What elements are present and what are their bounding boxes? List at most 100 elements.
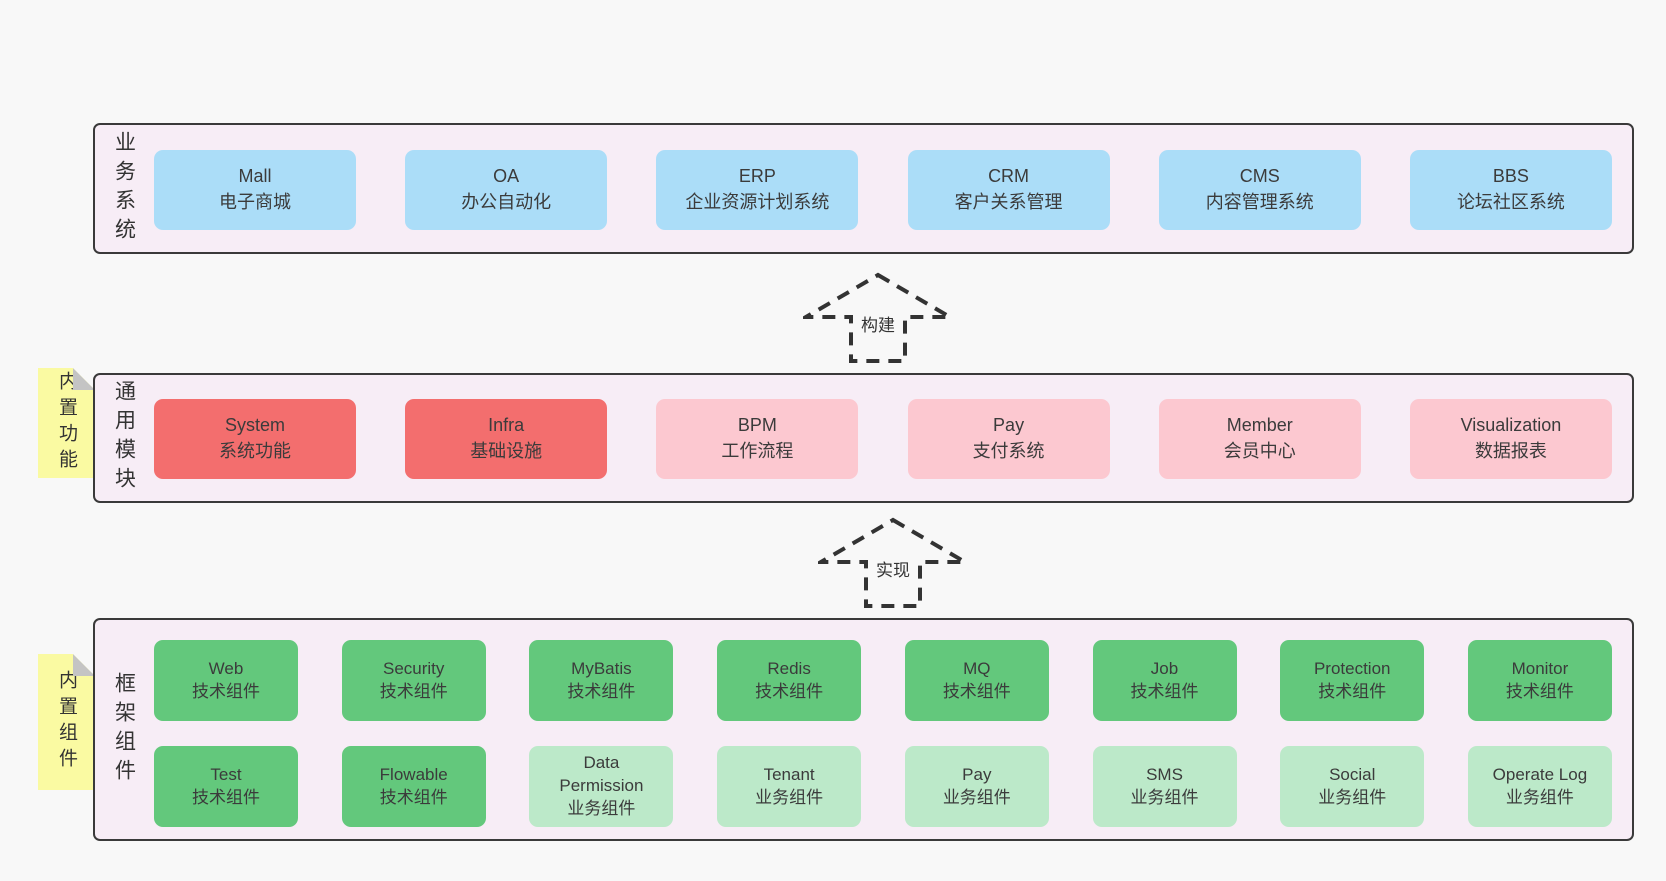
arrow-up-icon [803,272,953,363]
box-title: Pay [993,415,1025,436]
box-subtitle: 业务组件 [1130,787,1199,807]
box-subtitle: 企业资源计划系统 [685,192,830,212]
box-title: Job [1150,658,1179,678]
box-subtitle: 技术组件 [1130,681,1199,701]
box-subtitle: 办公自动化 [461,192,552,212]
band-label-text: 框架组件 [112,671,136,788]
box-subtitle: 电子商城 [219,192,291,212]
box-title: Data Permission [559,753,644,796]
box-bbs: BBS 论坛社区系统 [1409,150,1612,230]
note-text: 内置功能 [56,371,77,475]
box-subtitle: 基础设施 [470,441,543,461]
box-visualization: Visualization 数据报表 [1409,399,1612,479]
band-label-text: 业务系统 [112,130,136,247]
band-label-business-systems: 业务系统 [95,125,153,252]
box-pay-module: Pay 支付系统 [907,399,1110,479]
framework-components-row-1: Web 技术组件 Security 技术组件 MyBatis 技术组件 Redi… [154,640,1612,721]
box-subtitle: 会员中心 [1223,441,1296,461]
box-subtitle: 业务组件 [755,787,824,807]
arrow-implement-label: 实现 [872,555,914,582]
box-member: Member 会员中心 [1158,399,1361,479]
note-text: 内置组件 [56,670,77,774]
box-title: Infra [488,415,525,436]
box-social: Social 业务组件 [1280,746,1425,827]
box-title: CRM [988,166,1030,187]
box-subtitle: 业务组件 [1505,787,1574,807]
box-title: MQ [963,658,991,678]
box-system: System 系统功能 [154,399,356,479]
box-subtitle: 技术组件 [755,681,824,701]
box-title: CMS [1239,166,1280,187]
box-subtitle: 技术组件 [567,681,636,701]
sticky-note-built-in-components: 内置组件 [38,654,95,790]
box-title: System [224,415,285,436]
sticky-note-built-in-features: 内置功能 [38,368,95,478]
box-subtitle: 技术组件 [1505,681,1574,701]
box-infra: Infra 基础设施 [405,399,608,479]
band-label-common-modules: 通用模块 [95,375,153,501]
box-subtitle: 技术组件 [192,787,260,807]
box-subtitle: 工作流程 [721,441,794,461]
box-security: Security 技术组件 [341,640,486,721]
box-subtitle: 技术组件 [942,681,1011,701]
arrow-build: 构建 [803,272,953,364]
box-title: OA [493,166,520,187]
band-label-framework-components: 框架组件 [95,620,153,839]
box-title: Member [1226,415,1293,436]
box-job: Job 技术组件 [1092,640,1237,721]
box-subtitle: 技术组件 [379,787,448,807]
box-flowable: Flowable 技术组件 [341,746,486,827]
box-title: Mall [238,166,272,187]
box-data-permission: Data Permission 业务组件 [529,746,674,827]
box-title: Visualization [1460,415,1562,436]
box-pay-component: Pay 业务组件 [904,746,1049,827]
box-title: Monitor [1511,658,1569,678]
box-title: Security [382,658,445,678]
box-tenant: Tenant 业务组件 [717,746,862,827]
box-subtitle: 技术组件 [1318,681,1387,701]
box-protection: Protection 技术组件 [1280,640,1425,721]
box-subtitle: 技术组件 [379,681,448,701]
box-bpm: BPM 工作流程 [656,399,859,479]
box-subtitle: 数据报表 [1474,441,1547,461]
box-subtitle: 业务组件 [567,798,636,818]
box-title: BBS [1492,166,1529,187]
page-fold-icon [73,368,95,390]
box-web: Web 技术组件 [154,640,298,721]
box-mq: MQ 技术组件 [904,640,1049,721]
box-subtitle: 支付系统 [972,441,1045,461]
box-subtitle: 业务组件 [942,787,1011,807]
common-modules-row: System 系统功能 Infra 基础设施 BPM 工作流程 Pay 支付系统… [154,399,1612,479]
box-test: Test 技术组件 [154,746,298,827]
box-subtitle: 系统功能 [219,441,291,461]
box-title: MyBatis [571,658,632,678]
box-title: Redis [767,658,811,678]
band-framework-components: 框架组件 Web 技术组件 Security 技术组件 MyBatis 技术组件… [93,618,1634,841]
box-title: ERP [738,166,776,187]
box-mybatis: MyBatis 技术组件 [529,640,674,721]
box-title: Web [208,658,244,678]
box-cms: CMS 内容管理系统 [1158,150,1361,230]
box-crm: CRM 客户关系管理 [907,150,1110,230]
box-title: Test [210,764,242,784]
box-erp: ERP 企业资源计划系统 [656,150,859,230]
arrow-build-label: 构建 [857,310,899,337]
box-title: SMS [1146,764,1183,784]
band-common-modules: 通用模块 System 系统功能 Infra 基础设施 BPM 工作流程 Pay… [93,373,1634,503]
box-title: Operate Log [1492,764,1588,784]
box-redis: Redis 技术组件 [717,640,862,721]
box-sms: SMS 业务组件 [1092,746,1237,827]
box-title: Pay [962,764,992,784]
box-subtitle: 业务组件 [1318,787,1387,807]
box-subtitle: 内容管理系统 [1205,192,1314,212]
box-mall: Mall 电子商城 [154,150,356,230]
box-subtitle: 论坛社区系统 [1456,192,1565,212]
box-subtitle: 客户关系管理 [954,192,1063,212]
box-title: Social [1329,764,1376,784]
band-label-text: 通用模块 [112,380,136,496]
box-title: Protection [1313,658,1391,678]
band-business-systems: 业务系统 Mall 电子商城 OA 办公自动化 ERP 企业资源计划系统 CRM… [93,123,1634,254]
arrow-up-icon [818,517,968,608]
box-operate-log: Operate Log 业务组件 [1467,746,1612,827]
